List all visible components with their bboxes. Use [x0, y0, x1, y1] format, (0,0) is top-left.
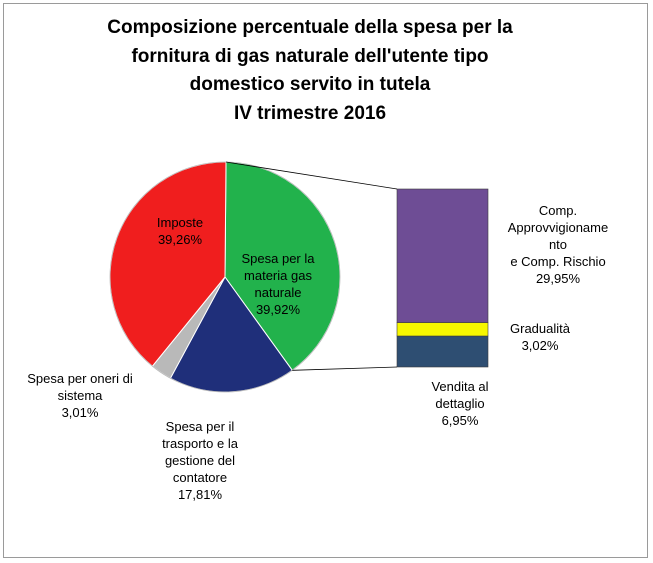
label-line: contatore [172, 470, 228, 485]
pie-outline [109, 161, 341, 393]
label-line: Imposte [156, 215, 204, 230]
label-line: 6,95% [441, 413, 479, 428]
label-line: Spesa per oneri di [27, 371, 133, 386]
label-line: dettaglio [435, 396, 485, 411]
label-line: naturale [254, 285, 302, 300]
label-line: Gradualità [510, 321, 570, 336]
label-line: Approvvigioname [507, 220, 609, 235]
connector-line-top [225, 161, 398, 190]
label-line: materia gas [244, 268, 312, 283]
slice-label-materia: Spesa per la materia gas naturale 39,92% [218, 250, 338, 318]
label-line: Vendita al [431, 379, 489, 394]
chart-title: Composizione percentuale della spesa per… [40, 14, 580, 128]
label-line: trasporto e la [162, 436, 238, 451]
chart-title-line: IV trimestre 2016 [233, 102, 387, 124]
slice-label-trasporto: Spesa per il trasporto e la gestione del… [140, 418, 260, 503]
label-line: e Comp. Rischio [510, 254, 606, 269]
bar-segment-vendita [396, 335, 489, 368]
slice-label-imposte: Imposte 39,26% [140, 214, 220, 248]
chart-title-line: domestico servito in tutela [189, 74, 431, 95]
chart-title-line: fornitura di gas naturale dell'utente ti… [131, 45, 489, 67]
bar-segment-gradualita [396, 322, 489, 337]
label-line: gestione del [164, 453, 236, 468]
bar-segment-approv [396, 188, 489, 323]
label-line: 39,26% [157, 232, 203, 247]
label-line: 17,81% [177, 487, 223, 502]
connector-line-bottom [292, 366, 398, 371]
label-line: 3,01% [61, 405, 99, 420]
label-line: Spesa per il [165, 419, 235, 434]
slice-label-oneri: Spesa per oneri di sistema 3,01% [10, 370, 150, 421]
label-line: Comp. [538, 203, 578, 218]
bar-label-approv: Comp. Approvvigioname nto e Comp. Rischi… [488, 202, 628, 287]
label-line: Spesa per la [241, 251, 315, 266]
label-line: 3,02% [521, 338, 559, 353]
label-line: 39,92% [255, 302, 301, 317]
label-line: sistema [57, 388, 103, 403]
label-line: 29,95% [535, 271, 581, 286]
label-line: nto [548, 237, 568, 252]
chart-title-line: Composizione percentuale della spesa per… [107, 17, 513, 38]
bar-label-vendita: Vendita al dettaglio 6,95% [410, 378, 510, 429]
bar-label-gradualita: Gradualità 3,02% [495, 320, 585, 354]
